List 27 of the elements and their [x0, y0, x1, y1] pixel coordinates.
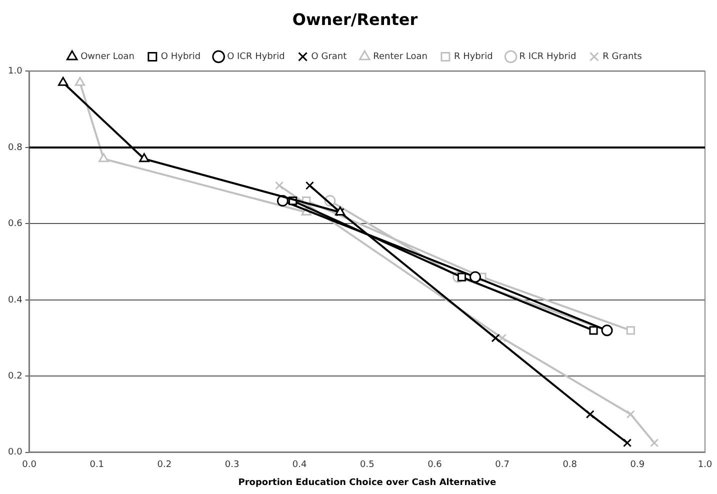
x-tick-label: 0.3 [224, 460, 240, 470]
x-tick-label: 0.9 [630, 460, 645, 470]
y-tick-label: 1.0 [8, 66, 23, 77]
x-tick-label: 0.4 [292, 460, 308, 470]
x-tick-label: 0.1 [90, 460, 104, 470]
y-tick-label: 0.2 [8, 372, 22, 382]
x-tick-label: 0.7 [495, 460, 510, 470]
x-tick-label: 0.6 [428, 460, 442, 470]
legend-label: O Hybrid [160, 52, 201, 62]
legend-label: O Grant [311, 52, 348, 62]
x-tick-label: 0.8 [562, 460, 578, 470]
y-tick-label: 0.6 [8, 219, 23, 230]
x-tick-label: 1.0 [698, 460, 712, 470]
chart-title: Owner/Renter [292, 10, 418, 29]
y-tick-label: 0.0 [8, 448, 23, 458]
y-tick-label: 0.8 [8, 142, 23, 153]
x-axis-title: Proportion Education Choice over Cash Alternative [238, 478, 496, 488]
x-tick-label: 0.0 [22, 460, 37, 470]
legend-label: O ICR Hybrid [227, 52, 285, 62]
x-tick-label: 0.5 [360, 460, 374, 470]
legend-label: Renter Loan [373, 52, 428, 62]
x-tick-label: 0.2 [157, 460, 172, 470]
legend-label: R ICR Hybrid [519, 52, 576, 62]
y-tick-label: 0.4 [8, 295, 23, 306]
legend-label: R Hybrid [454, 52, 493, 62]
legend-label: R Grants [602, 52, 642, 62]
legend-label: Owner Loan [80, 52, 134, 62]
